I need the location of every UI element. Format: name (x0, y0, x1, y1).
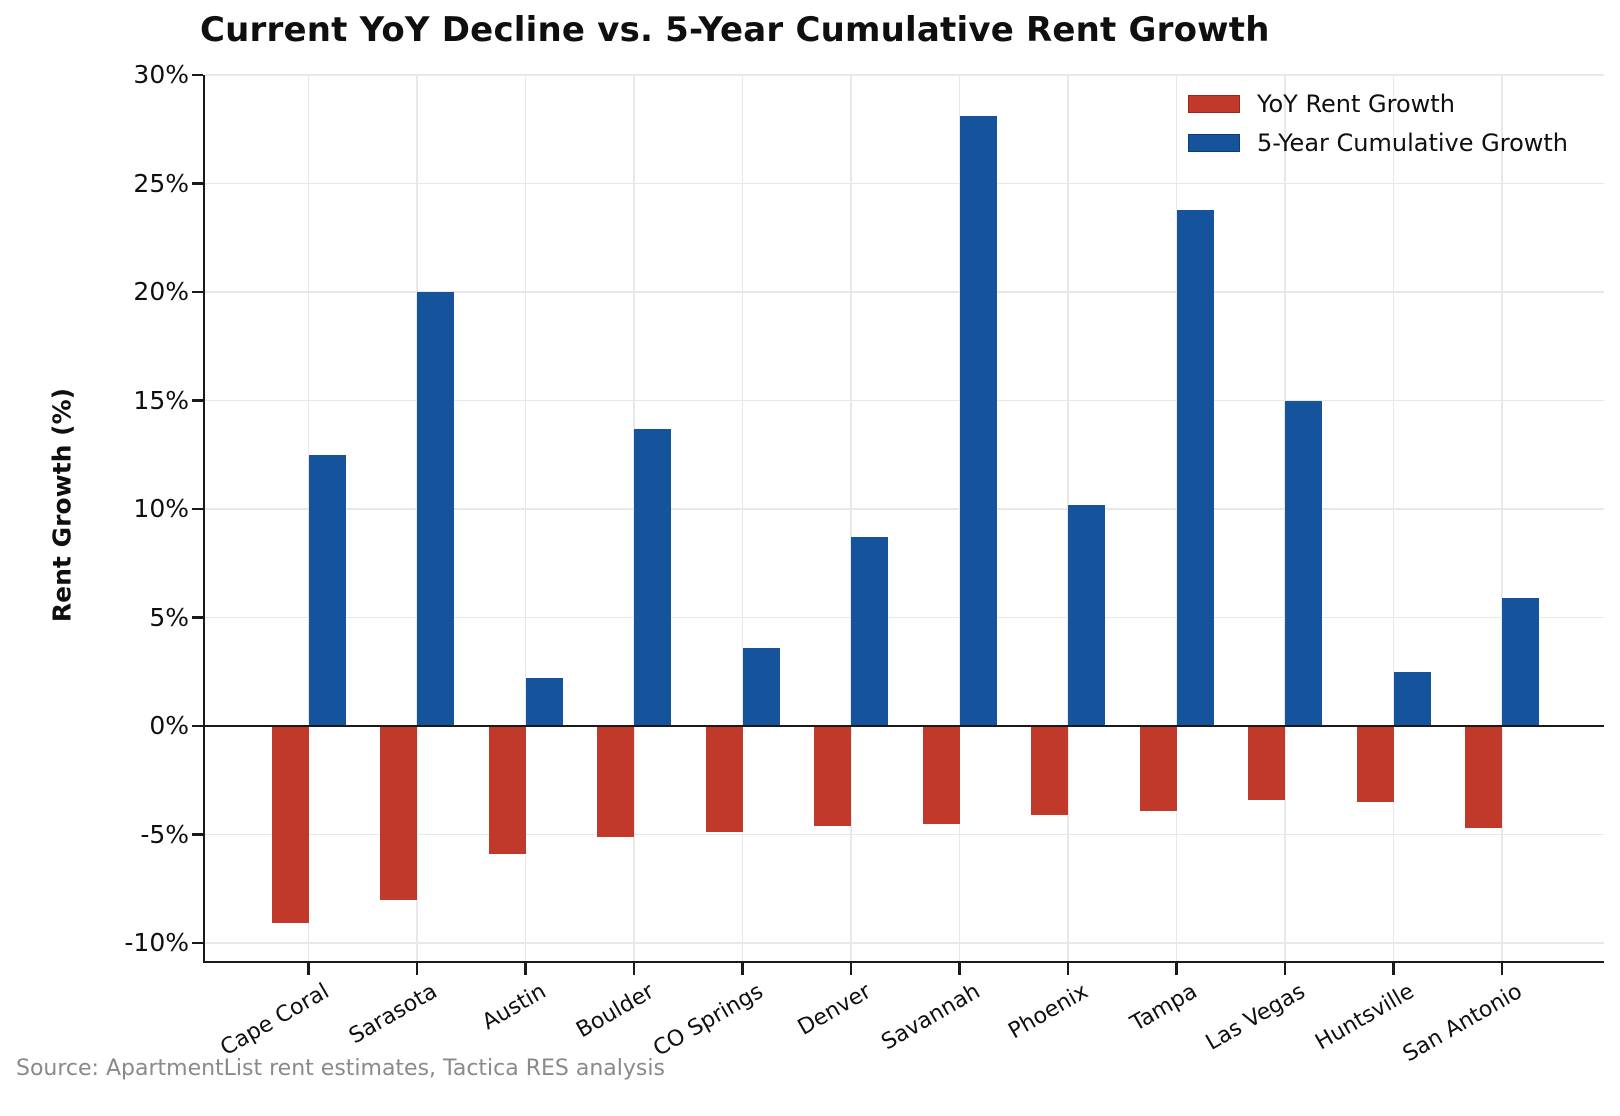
x-tick (1392, 962, 1395, 975)
y-tick (192, 507, 203, 511)
gridline-vertical (741, 75, 744, 963)
legend-label-yoy: YoY Rent Growth (1257, 90, 1455, 118)
bar-cumulative-4 (742, 647, 780, 726)
bar-cumulative-2 (525, 678, 563, 726)
gridline-vertical (524, 75, 527, 963)
y-tick (192, 941, 203, 945)
bar-cumulative-3 (634, 428, 671, 726)
legend-swatch-cumulative (1188, 134, 1240, 152)
y-tick-label: 0% (149, 711, 189, 740)
x-tick (415, 962, 419, 975)
gridline-horizontal (205, 508, 1604, 510)
bar-yoy-4 (705, 726, 743, 833)
y-tick-label: 30% (133, 60, 189, 89)
bar-yoy-5 (814, 726, 851, 826)
y-tick (192, 833, 203, 836)
source-note: Source: ApartmentList rent estimates, Ta… (16, 1056, 665, 1081)
bar-yoy-2 (488, 726, 526, 855)
x-tick (741, 962, 744, 975)
bar-yoy-3 (597, 726, 634, 837)
x-tick (1283, 962, 1287, 975)
bar-yoy-10 (1356, 726, 1394, 802)
bar-cumulative-9 (1285, 400, 1322, 726)
zero-line (205, 724, 1604, 728)
legend-item-cumulative: 5-Year Cumulative Growth (1188, 129, 1568, 157)
y-tick-label: 10% (133, 494, 189, 523)
gridline-horizontal (205, 399, 1604, 402)
gridline-horizontal (205, 74, 1604, 76)
gridline-vertical (1392, 75, 1395, 963)
y-tick (192, 399, 203, 402)
legend-label-cumulative: 5-Year Cumulative Growth (1257, 129, 1569, 157)
x-tick (524, 962, 527, 975)
bar-cumulative-0 (308, 454, 346, 726)
y-tick-label: 15% (133, 385, 189, 415)
y-tick (192, 724, 203, 728)
y-tick-label: 25% (133, 168, 189, 198)
gridline-horizontal (205, 833, 1604, 836)
bar-yoy-0 (271, 726, 309, 924)
legend-item-yoy: YoY Rent Growth (1188, 90, 1568, 118)
gridline-horizontal (205, 616, 1604, 619)
gridline-horizontal (205, 291, 1604, 293)
legend-swatch-yoy (1188, 95, 1240, 113)
x-tick (1066, 962, 1070, 975)
y-tick (192, 616, 203, 619)
y-tick-label: 20% (133, 277, 189, 306)
gridline-horizontal (205, 182, 1604, 185)
y-tick-label: -10% (124, 928, 189, 957)
y-tick (192, 182, 203, 185)
bar-cumulative-10 (1393, 671, 1431, 726)
left-spine (202, 75, 205, 963)
bar-cumulative-8 (1176, 209, 1214, 726)
bar-cumulative-11 (1502, 597, 1539, 726)
gridline-horizontal (205, 942, 1604, 944)
x-tick (958, 962, 961, 975)
bar-yoy-8 (1139, 726, 1177, 811)
gridline-vertical (1501, 75, 1503, 963)
y-tick-label: 5% (149, 602, 189, 632)
x-tick (307, 962, 310, 975)
x-tick (632, 962, 636, 975)
bar-cumulative-6 (959, 116, 997, 726)
x-tick (1175, 962, 1178, 975)
x-tick (1500, 962, 1504, 975)
bar-cumulative-7 (1068, 504, 1105, 726)
bar-yoy-9 (1248, 726, 1285, 800)
y-tick (192, 73, 203, 77)
bar-yoy-7 (1031, 726, 1068, 815)
gridline-vertical (850, 75, 852, 963)
bottom-spine (202, 960, 1604, 963)
bar-yoy-11 (1465, 726, 1502, 828)
bar-cumulative-5 (851, 537, 888, 726)
chart-title: Current YoY Decline vs. 5-Year Cumulativ… (200, 10, 1270, 50)
x-tick (849, 962, 853, 975)
bar-cumulative-1 (417, 292, 454, 726)
bar-yoy-6 (922, 726, 960, 824)
legend: YoY Rent Growth 5-Year Cumulative Growth (1188, 90, 1568, 157)
bar-yoy-1 (380, 726, 417, 900)
y-tick (192, 290, 203, 294)
y-tick-label: -5% (140, 819, 189, 849)
